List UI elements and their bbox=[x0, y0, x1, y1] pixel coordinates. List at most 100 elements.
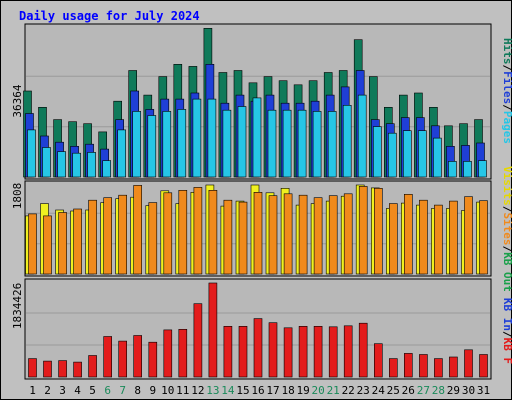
kbytes-bar bbox=[73, 361, 82, 378]
pages-bar bbox=[102, 160, 111, 178]
sites-bar bbox=[283, 193, 293, 275]
kbytes-bar bbox=[238, 325, 248, 378]
pages-bar bbox=[448, 161, 457, 178]
pages-bar bbox=[297, 109, 307, 178]
kbytes-bar bbox=[178, 328, 188, 378]
kbytes-bar bbox=[298, 325, 308, 378]
day-labels: 1 2 3 4 5 6 7 8 9 10 11 12 13 14 15 16 17 18 19 20 21 22 23 24 2… bbox=[29, 384, 490, 397]
pages-bar bbox=[463, 161, 472, 178]
kbytes-bar bbox=[283, 327, 293, 378]
day-label: 3 bbox=[59, 384, 66, 397]
sites-bar bbox=[178, 190, 188, 275]
sites-bar bbox=[313, 197, 323, 275]
sites-bar bbox=[28, 213, 37, 275]
day-label: 30 bbox=[462, 384, 475, 397]
sites-bar bbox=[298, 194, 308, 275]
kbytes-bar bbox=[449, 356, 458, 378]
day-label: 21 bbox=[327, 384, 340, 397]
sites-bar bbox=[403, 194, 413, 275]
pages-bar bbox=[357, 94, 367, 178]
day-label: 19 bbox=[296, 384, 309, 397]
pages-bar bbox=[478, 160, 487, 178]
kbytes-bar bbox=[479, 354, 488, 378]
day-label: 9 bbox=[149, 384, 156, 397]
pages-bar bbox=[252, 97, 262, 178]
sites-bar bbox=[464, 196, 473, 275]
kbytes-bar bbox=[58, 360, 67, 378]
kbytes-bar bbox=[373, 343, 383, 378]
legend-kb-in: KB In bbox=[501, 298, 512, 331]
kbytes-bar bbox=[419, 354, 428, 378]
sites-bar bbox=[434, 204, 443, 275]
sites-bar bbox=[118, 194, 127, 275]
sites-bar bbox=[419, 199, 428, 275]
kbytes-bar bbox=[133, 335, 142, 378]
pages-bar bbox=[147, 115, 157, 178]
legend-sep: / bbox=[501, 246, 512, 253]
kbytes-bar bbox=[358, 322, 368, 378]
pages-bar bbox=[222, 109, 232, 178]
kbytes-bar bbox=[88, 355, 97, 378]
pages-bar bbox=[27, 129, 36, 178]
legend-pages: Pages bbox=[501, 111, 512, 144]
kbytes-bar bbox=[103, 336, 112, 378]
kbytes-bar bbox=[148, 341, 158, 378]
day-label: 7 bbox=[119, 384, 126, 397]
pages-bar bbox=[387, 132, 397, 178]
pages-bar bbox=[267, 109, 277, 178]
legend-sep: / bbox=[501, 65, 512, 72]
pages-bar bbox=[177, 109, 187, 178]
legend-kb-out: KB Out bbox=[501, 252, 512, 292]
kbytes-bar bbox=[268, 322, 278, 378]
sites-bar bbox=[73, 208, 82, 275]
sites-bar bbox=[223, 199, 233, 275]
sites-bar bbox=[133, 185, 142, 275]
day-label: 15 bbox=[236, 384, 249, 397]
kbytes-bar bbox=[118, 340, 127, 378]
legend-files: Files bbox=[501, 71, 512, 104]
pages-bar bbox=[42, 147, 51, 178]
day-label: 17 bbox=[266, 384, 279, 397]
legend-middle: Visits/Sites/KB Out bbox=[501, 166, 512, 292]
kbytes-ymax-label: 1834426 bbox=[11, 283, 24, 329]
day-label: 11 bbox=[176, 384, 189, 397]
sites-bar bbox=[343, 193, 353, 275]
sites-bar bbox=[103, 197, 112, 275]
pages-bar bbox=[312, 111, 322, 178]
kbytes-bar bbox=[28, 358, 37, 378]
sites-bar bbox=[163, 192, 173, 275]
sites-bar bbox=[208, 190, 218, 275]
sites-bar bbox=[358, 186, 368, 275]
pages-bar bbox=[132, 111, 141, 178]
kbytes-bar bbox=[388, 358, 398, 378]
pages-bar bbox=[342, 105, 352, 178]
pages-bar bbox=[327, 111, 337, 178]
sites-bar bbox=[88, 199, 97, 275]
sites-bar bbox=[328, 195, 338, 275]
pages-bar bbox=[192, 98, 202, 178]
kbytes-bar bbox=[43, 360, 52, 378]
kbytes-bar bbox=[434, 358, 443, 378]
legend-bottom: KB In/KB F bbox=[501, 298, 512, 364]
day-label: 23 bbox=[357, 384, 370, 397]
visits-ymax-label: 1808 bbox=[11, 183, 24, 210]
legend-sep: / bbox=[501, 206, 512, 213]
day-label: 20 bbox=[311, 384, 324, 397]
sites-bar bbox=[373, 188, 383, 275]
kbytes-bar bbox=[208, 282, 218, 378]
day-label: 27 bbox=[417, 384, 430, 397]
pages-bar bbox=[207, 98, 217, 178]
kbytes-bar bbox=[328, 326, 338, 378]
day-label: 28 bbox=[432, 384, 445, 397]
legend-hits: Hits bbox=[501, 38, 512, 65]
sites-bar bbox=[238, 201, 248, 275]
bars bbox=[23, 27, 488, 378]
day-label: 26 bbox=[402, 384, 415, 397]
pages-bar bbox=[372, 126, 382, 178]
day-label: 5 bbox=[89, 384, 96, 397]
day-label: 18 bbox=[281, 384, 294, 397]
day-label: 4 bbox=[74, 384, 81, 397]
day-label: 2 bbox=[44, 384, 51, 397]
